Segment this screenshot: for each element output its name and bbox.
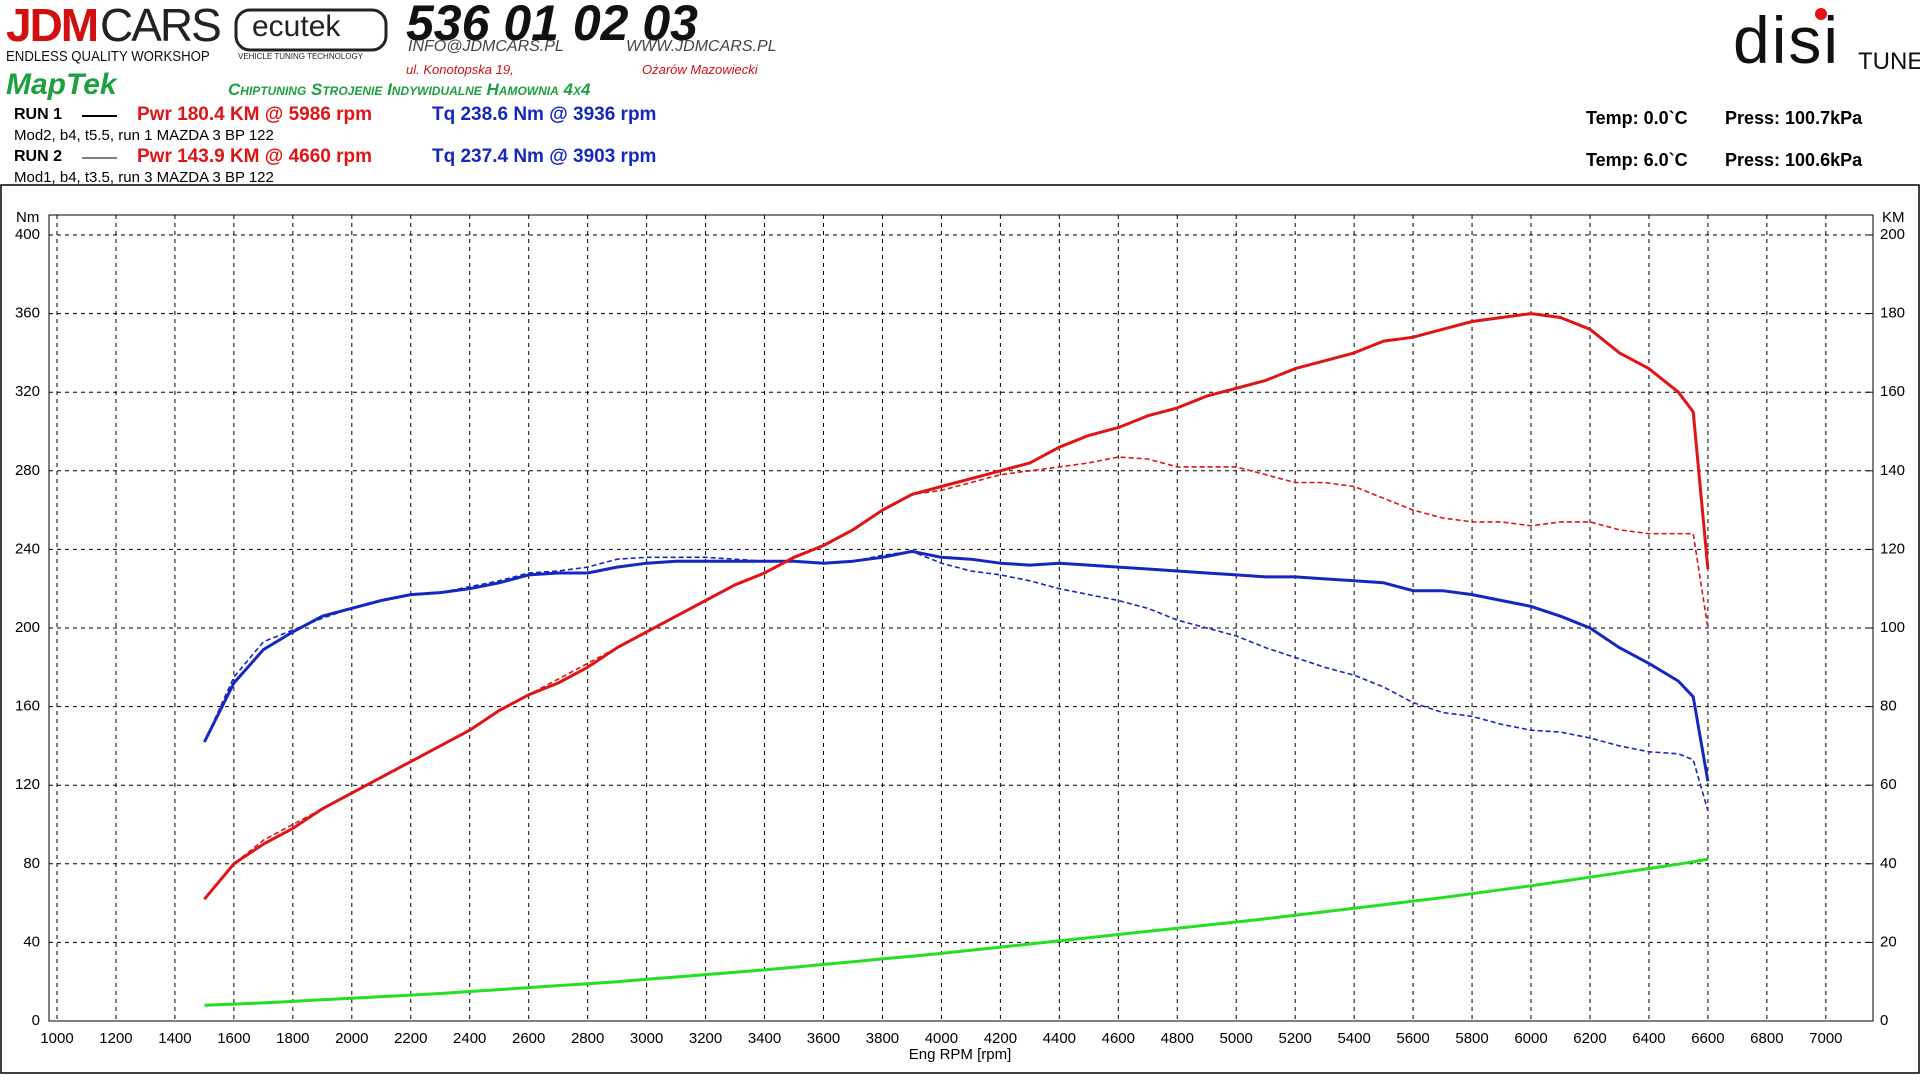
phone: 536 01 02 03 <box>406 0 698 51</box>
y-tick-label: 0 <box>32 1012 40 1029</box>
y2-tick-label: 200 <box>1880 226 1905 243</box>
y-tick-label: 240 <box>15 540 40 557</box>
y-tick-label: 400 <box>15 226 40 243</box>
x-tick-label: 2200 <box>394 1030 427 1047</box>
y-tick-label: 360 <box>15 305 40 322</box>
y2-tick-label: 0 <box>1880 1012 1888 1029</box>
run-torque: Tq 237.4 Nm @ 3903 rpm <box>432 146 657 167</box>
x-tick-label: 6800 <box>1750 1030 1783 1047</box>
run-desc: Mod2, b4, t5.5, run 1 MAZDA 3 BP 122 <box>14 127 274 144</box>
y2-tick-label: 100 <box>1880 619 1905 636</box>
data-line <box>203 549 1710 782</box>
x-tick-label: 5800 <box>1455 1030 1488 1047</box>
y2-axis-label: KM <box>1882 209 1905 226</box>
x-tick-label: 6000 <box>1514 1030 1547 1047</box>
services: Chiptuning Strojenie Indywidualne Hamown… <box>228 80 591 99</box>
run-press: Press: 100.7kPa <box>1725 108 1863 128</box>
run-label: RUN 2 <box>14 148 63 165</box>
x-tick-label: 6400 <box>1632 1030 1665 1047</box>
run-desc: Mod1, b4, t3.5, run 3 MAZDA 3 BP 122 <box>14 169 274 186</box>
x-tick-label: 1400 <box>158 1030 191 1047</box>
x-tick-label: 1800 <box>276 1030 309 1047</box>
x-tick-label: 3800 <box>866 1030 899 1047</box>
y2-tick-label: 180 <box>1880 305 1905 322</box>
x-tick-label: 5600 <box>1396 1030 1429 1047</box>
y-tick-label: 40 <box>23 933 40 950</box>
run-power: Pwr 143.9 KM @ 4660 rpm <box>137 146 373 167</box>
x-tick-label: 4000 <box>925 1030 958 1047</box>
disi-logo: disi <box>1733 3 1841 77</box>
ecutek-sub: VEHICLE TUNING TECHNOLOGY <box>238 52 364 61</box>
x-tick-label: 5200 <box>1278 1030 1311 1047</box>
run-power: Pwr 180.4 KM @ 5986 rpm <box>137 104 373 125</box>
y2-tick-label: 20 <box>1880 933 1897 950</box>
website: WWW.JDMCARS.PL <box>626 38 777 55</box>
street: ul. Konotopska 19, <box>406 62 514 77</box>
x-tick-label: 2800 <box>571 1030 604 1047</box>
y-axis-label: Nm <box>16 209 39 226</box>
ecutek-box <box>234 8 388 52</box>
run-temp: Temp: 6.0`C <box>1586 150 1688 170</box>
maptek-logo: MapTek <box>6 68 117 101</box>
logo-jdm: JDM <box>6 0 99 51</box>
disi-dot <box>1815 8 1827 20</box>
y2-tick-label: 60 <box>1880 776 1897 793</box>
x-tick-label: 6600 <box>1691 1030 1724 1047</box>
x-tick-label: 4400 <box>1043 1030 1076 1047</box>
data-line <box>203 550 1709 811</box>
x-tick-label: 3000 <box>630 1030 663 1047</box>
y2-tick-label: 140 <box>1880 462 1905 479</box>
y-tick-label: 80 <box>23 855 40 872</box>
run-temp: Temp: 0.0`C <box>1586 108 1688 128</box>
y2-tick-label: 40 <box>1880 855 1897 872</box>
x-tick-label: 2000 <box>335 1030 368 1047</box>
logo-cars: CARS <box>100 0 222 51</box>
run-label: RUN 1 <box>14 106 63 123</box>
y-tick-label: 160 <box>15 698 40 715</box>
data-line <box>203 456 1709 900</box>
x-tick-label: 6200 <box>1573 1030 1606 1047</box>
y-tick-label: 280 <box>15 462 40 479</box>
x-tick-label: 3600 <box>807 1030 840 1047</box>
x-tick-label: 7000 <box>1809 1030 1842 1047</box>
y-tick-label: 320 <box>15 383 40 400</box>
run-press: Press: 100.6kPa <box>1725 150 1863 170</box>
y2-tick-label: 160 <box>1880 383 1905 400</box>
x-tick-label: 1000 <box>40 1030 73 1047</box>
y2-tick-label: 80 <box>1880 698 1897 715</box>
x-axis-label: Eng RPM [rpm] <box>909 1046 1012 1063</box>
city: Ożarów Mazowiecki <box>642 62 758 77</box>
y2-tick-label: 120 <box>1880 540 1905 557</box>
email: INFO@JDMCARS.PL <box>408 38 564 55</box>
x-tick-label: 5400 <box>1337 1030 1370 1047</box>
x-tick-label: 3400 <box>748 1030 781 1047</box>
x-tick-label: 4800 <box>1161 1030 1194 1047</box>
chart-frame <box>0 184 1920 1074</box>
logo-tagline: ENDLESS QUALITY WORKSHOP <box>6 48 210 65</box>
x-tick-label: 1200 <box>99 1030 132 1047</box>
tune-logo: TUNE <box>1858 48 1920 75</box>
x-tick-label: 5000 <box>1220 1030 1253 1047</box>
y-tick-label: 200 <box>15 619 40 636</box>
x-tick-label: 4200 <box>984 1030 1017 1047</box>
x-tick-label: 4600 <box>1102 1030 1135 1047</box>
x-tick-label: 1600 <box>217 1030 250 1047</box>
data-line <box>203 312 1710 901</box>
y-tick-label: 120 <box>15 776 40 793</box>
x-tick-label: 2400 <box>453 1030 486 1047</box>
ecutek-logo: ecutek <box>252 10 341 43</box>
data-line <box>204 857 1709 1007</box>
x-tick-label: 3200 <box>689 1030 722 1047</box>
x-tick-label: 2600 <box>512 1030 545 1047</box>
run-torque: Tq 238.6 Nm @ 3936 rpm <box>432 104 657 125</box>
